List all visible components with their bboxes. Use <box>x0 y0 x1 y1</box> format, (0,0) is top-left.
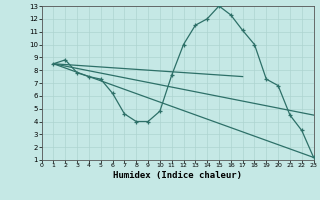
X-axis label: Humidex (Indice chaleur): Humidex (Indice chaleur) <box>113 171 242 180</box>
